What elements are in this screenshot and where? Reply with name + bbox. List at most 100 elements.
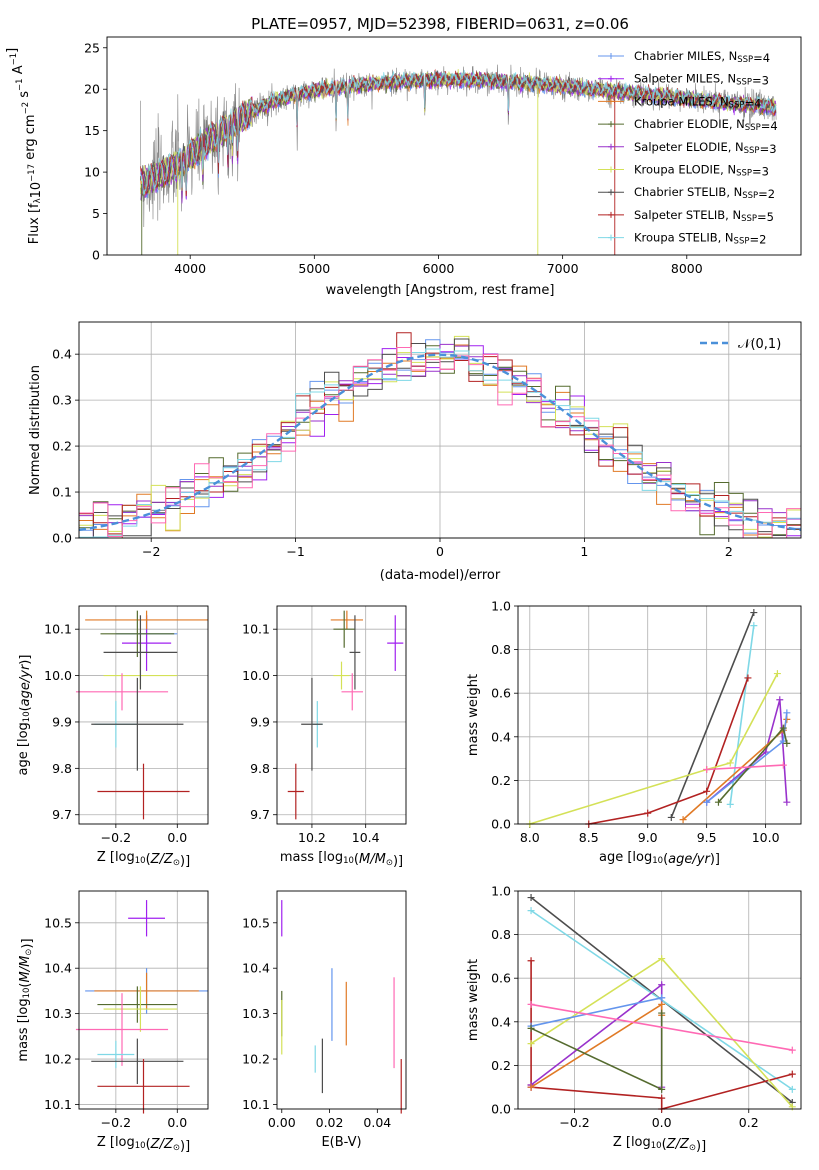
x-axis-label: E(B-V) [321,1135,361,1150]
mass-weight-line [530,997,662,1027]
mass-weight-marker [744,674,752,682]
y-tick-label: 0.4 [491,729,511,744]
chart-title: PLATE=0957, MJD=52398, FIBERID=0631, z=0… [251,15,629,33]
y-tick-label: 0.0 [52,531,72,546]
panel-spectrum: PLATE=0957, MJD=52398, FIBERID=0631, z=0… [5,15,802,298]
y-tick-label: 0.6 [491,971,511,986]
mass-weight-marker [658,1000,666,1008]
panel-errorbar-2: −0.2 0.0 9.7 9.8 9.9 10.0 10.1 Z [log10(Z/Z⊙)] a… [16,605,209,869]
x-tick-label: −0.2 [101,830,131,845]
y-tick-label: 9.7 [52,807,72,822]
y-tick-label: 10 [84,165,100,180]
x-tick-label: 0.2 [739,1115,759,1130]
x-tick-label: −2 [142,544,160,559]
legend-entry: Kroupa MILES, NSSP=4 [634,94,761,110]
y-tick-label: 0.2 [491,773,511,788]
mass-weight-line [706,764,784,771]
y-axis-label: mass [log10(M/M⊙)] [16,938,35,1061]
x-tick-label: 8.0 [520,830,540,845]
x-tick-label: 8.5 [579,830,599,845]
x-tick-label: 9.0 [638,830,658,845]
y-tick-label: 0.0 [491,817,511,832]
y-tick-label: 9.9 [52,714,72,729]
y-tick-label: 1.0 [491,599,511,614]
legend-entry: Salpeter MILES, NSSP=3 [634,72,769,88]
y-tick-label: 0.2 [491,1058,511,1073]
y-tick-label: 0.0 [491,1102,511,1117]
legend-marker [608,211,614,218]
y-tick-label: 20 [84,82,100,97]
y-tick-label: 9.9 [250,714,270,729]
mass-weight-marker [644,809,652,817]
x-tick-label: 0.0 [167,1115,187,1130]
panel-errorbar-5: −0.2 0.0 10.1 10.2 10.3 10.4 10.5 Z [log10(Z/Z⊙… [16,890,209,1154]
legend-marker [608,75,614,82]
panel-residual-histogram: −2 −1 0 1 2 0.0 0.1 0.2 0.3 0.4 𝒩(0,1) (data-model)… [28,321,802,583]
mass-weight-line [588,677,749,825]
mass-weight-marker [658,955,666,963]
y-tick-label: 10.2 [44,1052,72,1067]
legend-marker [608,234,614,241]
x-axis-label: (data-model)/error [380,568,501,583]
mass-weight-marker [776,696,784,704]
histograms [79,332,801,538]
mass-weight-marker [658,1085,666,1093]
mass-weight-marker [527,894,535,902]
mass-weight-marker [788,1046,796,1054]
y-tick-label: 5 [92,206,100,221]
mass-weight-line [529,673,779,825]
y-tick-label: 0 [92,248,100,263]
y-tick-label: 10.3 [242,1006,270,1021]
legend-entry: Kroupa STELIB, NSSP=2 [634,231,766,247]
mass-weight-line [670,612,755,818]
panel-massweight-7: −0.2 0.0 0.2 0.0 0.2 0.4 0.6 0.8 1.0 Z [log10(Z/Z… [466,884,802,1154]
y-tick-label: 10.1 [44,622,72,637]
model-spectrum-line [140,69,777,195]
y-tick-label: 10.2 [242,1052,270,1067]
mass-weight-marker [779,724,787,732]
mass-weight-marker [783,709,791,717]
mass-weight-marker [679,816,687,824]
mass-weight-marker [788,1070,796,1078]
legend-marker [608,121,614,128]
y-axis-label: Normed distribution [28,365,43,495]
y-tick-label: 0.8 [491,642,511,657]
x-tick-label: 7000 [547,261,579,276]
y-tick-label: 10.4 [242,961,270,976]
y-tick-label: 9.7 [250,807,270,822]
mass-weight-marker [714,798,722,806]
mass-weight-line [530,1002,663,1088]
y-tick-label: 0.4 [52,347,72,362]
mass-weight-marker [703,798,711,806]
legend-entry: Salpeter ELODIE, NSSP=3 [634,140,777,156]
y-tick-label: 0.1 [52,485,72,500]
mass-weight-line [530,960,793,1111]
legend-marker [608,166,614,173]
panel-errorbar-6: 0.00 0.02 0.04 10.1 10.2 10.3 10.4 10.5 E(B-V) [242,890,407,1150]
x-tick-label: 4000 [174,261,206,276]
x-tick-label: 10.2 [298,830,326,845]
y-tick-label: 10.5 [44,915,72,930]
y-tick-label: 0.6 [491,686,511,701]
x-tick-label: 0.0 [167,830,187,845]
x-tick-label: 10.4 [352,830,380,845]
mass-weight-marker [658,1094,666,1102]
axes-frame [517,890,802,1110]
y-tick-label: 10.1 [242,622,270,637]
x-tick-label: 2 [725,544,733,559]
y-tick-label: 25 [84,40,100,55]
y-tick-label: 9.8 [52,761,72,776]
mass-weight-marker [658,981,666,989]
legend-entry: 𝒩(0,1) [738,337,781,352]
x-tick-label: 8000 [671,261,703,276]
axes-frame [276,605,407,825]
axes-frame [517,605,802,825]
y-axis-label: mass weight [466,674,481,756]
spectrum-lines [140,64,777,255]
histogram-step [79,347,801,538]
y-tick-label: 10.0 [242,668,270,683]
x-tick-label: 0.0 [652,1115,672,1130]
mass-weight-line [530,1003,793,1051]
mass-weight-marker [779,761,787,769]
